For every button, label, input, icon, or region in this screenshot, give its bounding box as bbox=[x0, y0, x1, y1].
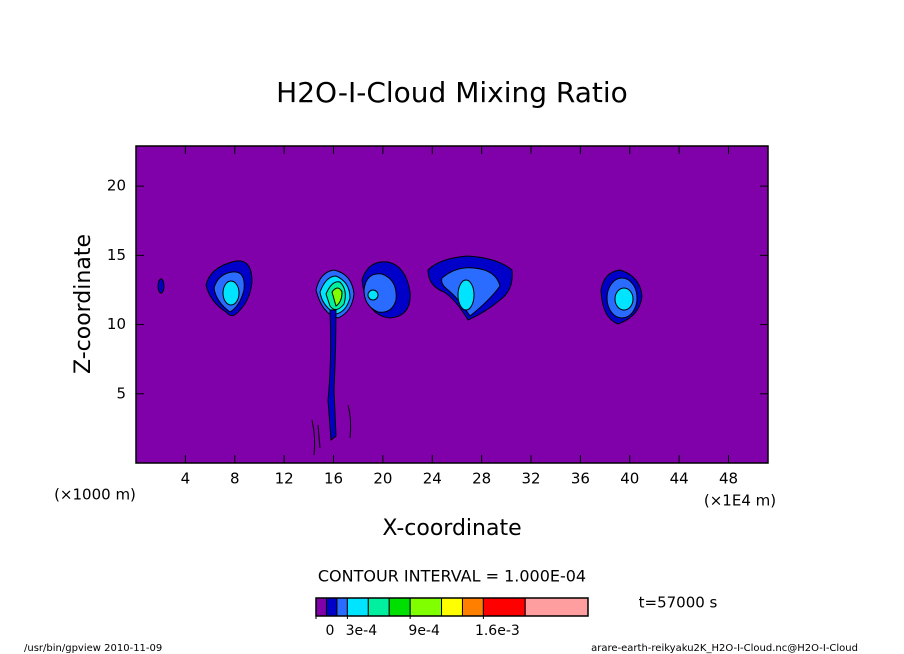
colorbar-box bbox=[461, 597, 484, 617]
colorbar-box bbox=[315, 597, 327, 617]
time-label: t=57000 s bbox=[639, 594, 718, 612]
x-tick-label: 12 bbox=[275, 470, 294, 488]
colorbar-box bbox=[409, 597, 443, 617]
colorbar-tick-label: 3e-4 bbox=[346, 623, 378, 639]
plot-frame bbox=[135, 145, 769, 464]
x-tick-label: 20 bbox=[373, 470, 392, 488]
contour-field bbox=[157, 255, 643, 456]
footer-right: arare-earth-reikyaku2K_H2O-I-Cloud.nc@H2… bbox=[591, 643, 858, 654]
x-tick-label: 40 bbox=[620, 470, 639, 488]
x-tick-label: 16 bbox=[324, 470, 343, 488]
colorbar-box bbox=[482, 597, 526, 617]
x-unit-right: (×1E4 m) bbox=[704, 492, 776, 510]
plot-area bbox=[135, 145, 769, 464]
x-tick-label: 28 bbox=[472, 470, 491, 488]
x-tick-label: 4 bbox=[181, 470, 191, 488]
colorbar-frame bbox=[315, 597, 589, 617]
y-tick-label: 20 bbox=[107, 177, 126, 195]
colorbar-box bbox=[441, 597, 463, 617]
colorbar-box bbox=[336, 597, 348, 617]
x-axis-label: X-coordinate bbox=[382, 516, 521, 541]
x-tick-label: 48 bbox=[719, 470, 738, 488]
x-tick-label: 36 bbox=[571, 470, 590, 488]
y-tick-label: 10 bbox=[107, 315, 126, 333]
x-tick-label: 24 bbox=[423, 470, 442, 488]
y-axis-label: Z-coordinate bbox=[71, 234, 96, 374]
x-tick-label: 44 bbox=[670, 470, 689, 488]
colorbar-tick-label: 0 bbox=[326, 623, 335, 639]
x-tick-label: 32 bbox=[521, 470, 540, 488]
contour-interval: CONTOUR INTERVAL = 1.000E-04 bbox=[318, 567, 586, 586]
y-tick-label: 5 bbox=[116, 384, 126, 402]
x-unit-left: (×1000 m) bbox=[54, 486, 136, 504]
colorbar-box bbox=[325, 597, 338, 617]
colorbar-tick-label: 9e-4 bbox=[408, 623, 440, 639]
colorbar-box bbox=[524, 597, 589, 617]
x-tick-label: 8 bbox=[230, 470, 240, 488]
chart-title: H2O-I-Cloud Mixing Ratio bbox=[276, 76, 628, 109]
footer-left: /usr/bin/gpview 2010-11-09 bbox=[24, 643, 162, 654]
colorbar-box bbox=[388, 597, 411, 617]
colorbar-tick-label: 1.6e-3 bbox=[475, 623, 520, 639]
colorbar-box bbox=[367, 597, 390, 617]
colorbar-box bbox=[346, 597, 369, 617]
y-tick-label: 15 bbox=[107, 246, 126, 264]
